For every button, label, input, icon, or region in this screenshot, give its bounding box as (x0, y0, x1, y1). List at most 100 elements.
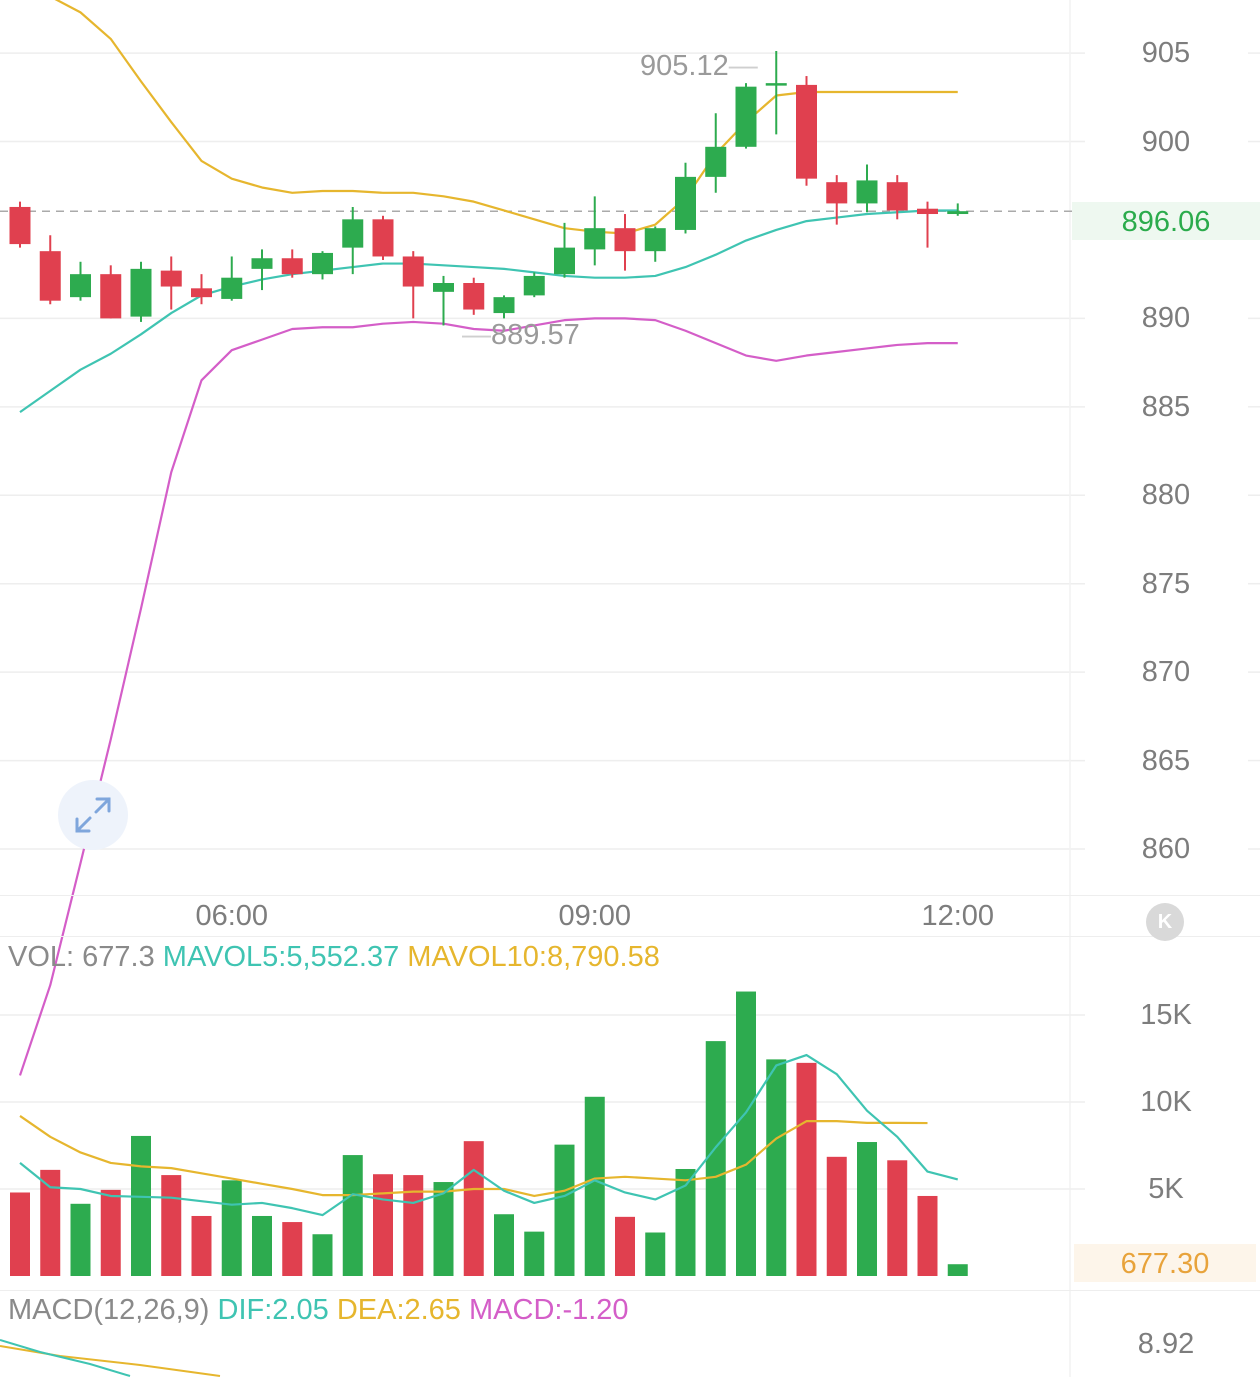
volume-bar (252, 1215, 272, 1276)
last-price-value: 896.06 (1121, 206, 1211, 238)
volume-bar (494, 1214, 514, 1276)
candle-body (70, 274, 91, 298)
candle-body (100, 274, 122, 319)
price-axis-tick: 900 (1141, 125, 1191, 158)
candle-body (9, 206, 31, 245)
boll-mid-line (19, 209, 958, 414)
volume-bar (312, 1234, 333, 1276)
macd-params-label: MACD(12,26,9) (8, 1294, 210, 1326)
candle-body (342, 219, 364, 248)
mavol10-label: MAVOL10:8,790.58 (407, 941, 660, 973)
price-axis-tick: 875 (1141, 567, 1191, 600)
candle-body (644, 228, 666, 252)
macd-value-label: MACD:-1.20 (469, 1294, 629, 1326)
last-volume-value: 677.30 (1120, 1248, 1210, 1280)
candle-body (735, 86, 757, 147)
candle-body (463, 283, 485, 310)
low-price-label: —889.57 (462, 319, 580, 351)
last-volume-tag: 677.30 (1074, 1244, 1256, 1282)
volume-axis-tick: 15K (1140, 999, 1192, 1032)
candle-body (312, 252, 333, 275)
candle-body (826, 182, 848, 204)
volume-bar (131, 1135, 151, 1276)
price-axis-tick: 870 (1141, 656, 1191, 689)
volume-bar (221, 1180, 242, 1276)
expand-arrows-icon (75, 797, 111, 833)
candle-body (191, 288, 212, 298)
price-axis-tick: 880 (1141, 479, 1191, 512)
candle-body (614, 228, 636, 252)
candle-body (523, 275, 545, 296)
volume-bar (766, 1059, 787, 1276)
volume-bar (403, 1175, 424, 1276)
volume-bar (675, 1168, 696, 1276)
volume-bar (433, 1182, 454, 1276)
volume-bars (10, 991, 968, 1276)
dea-label: DEA:2.65 (336, 1294, 461, 1326)
candle-body (554, 247, 575, 275)
volume-bar (615, 1216, 635, 1276)
candle-body (493, 297, 515, 314)
candle-body (221, 277, 243, 299)
dif-label: DIF:2.05 (217, 1294, 329, 1326)
volume-bar (282, 1222, 303, 1276)
candle-body (372, 219, 394, 257)
volume-bar (40, 1169, 61, 1276)
volume-bar (191, 1215, 212, 1276)
volume-bar (857, 1142, 877, 1276)
price-axis-tick: 885 (1141, 390, 1191, 423)
volume-bar (736, 991, 756, 1276)
boll-lower-line (18, 317, 958, 1076)
volume-bar (826, 1156, 847, 1276)
candle-body (947, 211, 969, 215)
price-axis-tick: 860 (1141, 833, 1191, 865)
volume-bar (10, 1192, 30, 1276)
volume-bar (887, 1160, 908, 1276)
candle-body (886, 182, 908, 211)
candle-body (251, 258, 273, 269)
last-price-tag: 896.06 (1072, 202, 1260, 240)
volume-bar (796, 1062, 817, 1276)
candle-body (796, 84, 817, 179)
dea-line (0, 1345, 221, 1377)
macd-axis-tick: 8.92 (1137, 1328, 1195, 1360)
volume-bar (100, 1189, 121, 1276)
candle-body (675, 176, 696, 230)
volume-bar (584, 1096, 605, 1276)
volume-bar (705, 1041, 726, 1276)
candle-body (39, 251, 61, 301)
volume-bar (373, 1174, 393, 1276)
mavol5-line (19, 1053, 959, 1217)
candle-body (281, 258, 303, 275)
price-axis-tick: 905 (1141, 37, 1191, 70)
price-axis-tick: 865 (1141, 744, 1191, 777)
volume-bar (524, 1231, 545, 1276)
time-axis-tick: 06:00 (195, 900, 269, 932)
k-badge-icon[interactable]: K (1146, 903, 1184, 941)
volume-legend: VOL: 677.3 MAVOL5:5,552.37 MAVOL10:8,790… (8, 943, 660, 972)
boll-upper-line (54, 0, 958, 235)
mavol10-line (19, 1115, 928, 1198)
high-price-label: 905.12— (640, 50, 758, 82)
macd-legend: MACD(12,26,9) DIF:2.05 DEA:2.65 MACD:-1.… (8, 1296, 629, 1325)
time-axis-tick: 09:00 (558, 900, 632, 932)
candle-body (856, 180, 878, 204)
candle-body (130, 268, 152, 317)
candle-body (433, 283, 454, 292)
dif-line (0, 1339, 131, 1377)
macd-lines (0, 1339, 221, 1377)
candle-body (584, 228, 606, 250)
mavol5-label: MAVOL5:5,552.37 (162, 941, 400, 973)
candle-body (705, 146, 727, 177)
volume-bar (70, 1203, 91, 1276)
expand-button[interactable] (58, 780, 128, 850)
volume-bar (463, 1141, 484, 1276)
candle-body (160, 270, 182, 287)
bollinger-bands (18, 0, 958, 1076)
price-axis-tick: 890 (1141, 302, 1191, 335)
volume-axis-tick: 5K (1148, 1173, 1184, 1205)
volume-bar (554, 1144, 575, 1276)
volume-bar (917, 1195, 938, 1276)
volume-bar (947, 1264, 968, 1276)
